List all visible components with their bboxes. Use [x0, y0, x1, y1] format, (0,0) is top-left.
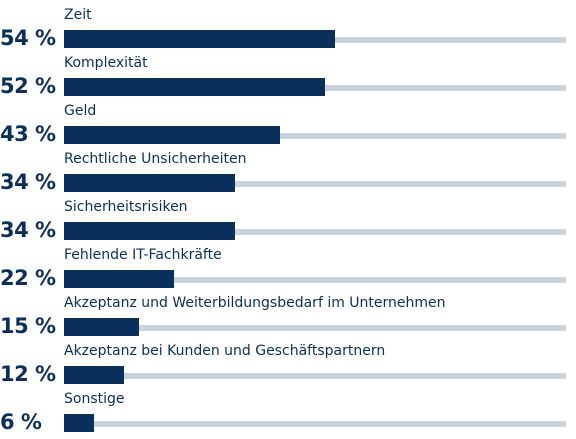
bar-track [64, 318, 566, 336]
bar-row: Zeit 54 % [0, 6, 576, 54]
bar-track [64, 222, 566, 240]
value-label: 15 % [0, 314, 56, 338]
category-label: Akzeptanz bei Kunden und Geschäftspartne… [64, 343, 386, 359]
bar-background [64, 277, 566, 283]
bar-track [64, 30, 566, 48]
value-label: 34 % [0, 218, 56, 242]
bar [64, 126, 280, 144]
category-label: Geld [64, 103, 97, 119]
bar-track [64, 414, 566, 432]
bar [64, 318, 140, 336]
value-label: 22 % [0, 266, 56, 290]
value-label: 52 % [0, 74, 56, 98]
bar [64, 414, 95, 432]
value-label: 34 % [0, 170, 56, 194]
value-label: 12 % [0, 362, 56, 386]
bar-background [64, 229, 566, 235]
category-label: Komplexität [64, 55, 148, 71]
bar-track [64, 78, 566, 96]
bar-background [64, 181, 566, 187]
bar-row: Geld 43 % [0, 102, 576, 150]
category-label: Sonstige [64, 391, 125, 407]
bar-track [64, 174, 566, 192]
bar [64, 174, 235, 192]
bar [64, 30, 336, 48]
bar-background [64, 325, 566, 331]
category-label: Zeit [64, 7, 92, 23]
bar-row: Sonstige 6 % [0, 390, 576, 438]
bar-row: Fehlende IT-Fachkräfte 22 % [0, 246, 576, 294]
category-label: Sicherheitsrisiken [64, 199, 188, 215]
bar-background [64, 373, 566, 379]
bar-row: Rechtliche Unsicherheiten 34 % [0, 150, 576, 198]
value-label: 6 % [0, 410, 42, 434]
bar-track [64, 270, 566, 288]
bar-track [64, 366, 566, 384]
bar-row: Sicherheitsrisiken 34 % [0, 198, 576, 246]
category-label: Rechtliche Unsicherheiten [64, 151, 247, 167]
bar-row: Akzeptanz und Weiterbildungsbedarf im Un… [0, 294, 576, 342]
bar-row: Akzeptanz bei Kunden und Geschäftspartne… [0, 342, 576, 390]
category-label: Fehlende IT-Fachkräfte [64, 247, 222, 263]
category-label: Akzeptanz und Weiterbildungsbedarf im Un… [64, 295, 446, 311]
bar-background [64, 133, 566, 139]
bar [64, 78, 326, 96]
value-label: 54 % [0, 26, 56, 50]
bar-track [64, 126, 566, 144]
bar-row: Komplexität 52 % [0, 54, 576, 102]
bar [64, 222, 235, 240]
value-label: 43 % [0, 122, 56, 146]
bar [64, 270, 175, 288]
bar-background [64, 421, 566, 427]
bar [64, 366, 125, 384]
